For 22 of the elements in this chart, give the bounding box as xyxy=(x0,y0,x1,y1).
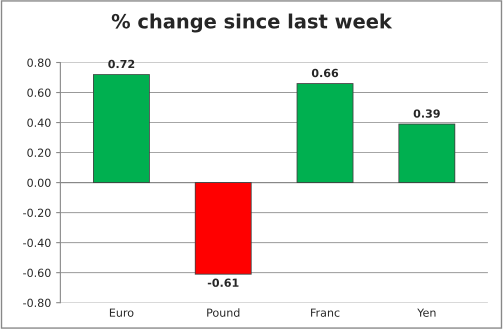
y-tick-label: -0.20 xyxy=(23,208,51,217)
y-tick-label: 0.20 xyxy=(27,148,51,157)
x-tick-label: Pound xyxy=(207,308,240,317)
y-tick-label: 0.60 xyxy=(27,88,51,97)
y-tick-label: -0.40 xyxy=(23,238,51,248)
y-tick-label: -0.60 xyxy=(23,268,51,278)
bar xyxy=(93,74,150,184)
data-label: 0.66 xyxy=(312,68,338,78)
bar xyxy=(398,124,456,184)
data-label: 0.39 xyxy=(414,109,440,118)
data-label: -0.61 xyxy=(208,278,238,287)
y-tick-label: -0.80 xyxy=(23,298,51,308)
bar xyxy=(296,83,354,184)
data-label: 0.72 xyxy=(108,60,134,68)
y-tick-label: 0.80 xyxy=(27,58,51,67)
x-tick-label: Yen xyxy=(417,308,436,317)
y-tick-label: 0.40 xyxy=(27,118,51,127)
y-tick-label: 0.00 xyxy=(27,178,51,187)
chart-title: % change since last week xyxy=(112,14,392,33)
bar xyxy=(194,182,252,275)
x-tick-label: Franc xyxy=(311,308,340,317)
x-tick-label: Euro xyxy=(110,308,134,317)
